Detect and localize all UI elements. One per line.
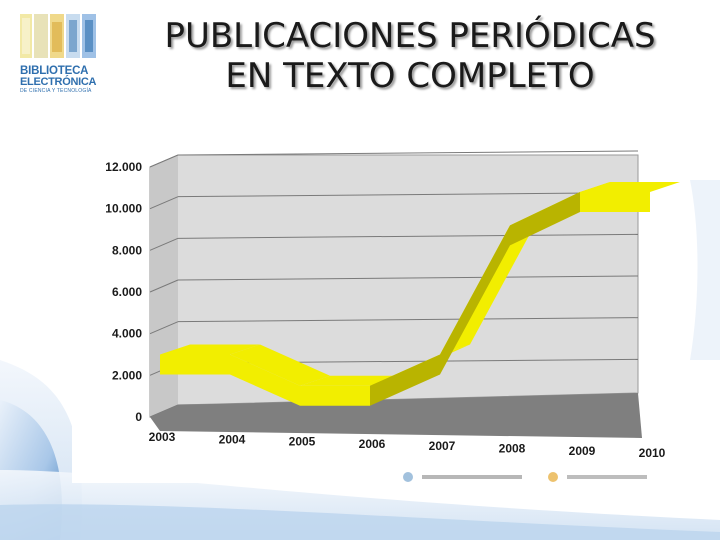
x-tick-label: 2008: [499, 442, 526, 456]
gridline: [177, 150, 639, 156]
y-tick-label: 4.000: [112, 327, 142, 341]
logo-line-2: ELECTRÓNICA: [20, 76, 97, 88]
gridline: [177, 192, 639, 198]
y-tick-label: 0: [135, 410, 142, 424]
gridline: [177, 233, 639, 239]
series-ribbon-front: [440, 225, 510, 375]
gridline: [177, 317, 639, 323]
x-tick-label: 2009: [569, 444, 596, 458]
logo-line-3: DE CIENCIA Y TECNOLOGÍA: [20, 88, 92, 94]
x-tick-label: 2005: [289, 435, 316, 449]
series-ribbon-top: [230, 344, 330, 386]
x-tick-label: 2010: [639, 446, 666, 460]
gridline-side: [149, 154, 179, 168]
gridline-side: [149, 237, 179, 251]
page-title: PUBLICACIONES PERIÓDICAS EN TEXTO COMPLE…: [100, 16, 720, 96]
chart-panel: 0 2.000 4.000 6.000 8.000 10.000 12.000 2003 200…: [72, 145, 680, 483]
series-ribbon-front: [370, 354, 440, 406]
chart-floor: [150, 393, 642, 438]
series-ribbon-top: [160, 344, 260, 355]
library-logo-icon: [20, 14, 96, 58]
gridline-side: [149, 321, 179, 335]
y-tick-label: 8.000: [112, 243, 142, 257]
y-tick-label: 12.000: [105, 160, 142, 174]
page-title-line-2: EN TEXTO COMPLETO: [225, 56, 595, 96]
series-ribbon-front: [160, 354, 230, 375]
logo-line-1: BIBLIOTECA: [20, 65, 89, 77]
x-tick-label: 2003: [149, 430, 176, 444]
footer-institution-mark-right: [548, 472, 647, 482]
x-tick-label: 2007: [429, 439, 456, 453]
y-tick-label: 6.000: [112, 285, 142, 299]
series-ribbon-top: [300, 375, 400, 386]
line-chart: 0 2.000 4.000 6.000 8.000 10.000 12.000 2003 200…: [105, 150, 680, 460]
footer-institution-mark-left: [403, 472, 522, 482]
series-ribbon-top: [580, 182, 680, 192]
logo-wordmark: BIBLIOTECA ELECTRÓNICA DE CIENCIA Y TECN…: [20, 65, 106, 95]
gridline-side: [149, 196, 179, 210]
y-tick-label: 2.000: [112, 368, 142, 382]
series-ribbon-front: [300, 385, 370, 406]
x-tick-label: 2004: [219, 432, 246, 446]
series-ribbon-front: [230, 354, 300, 406]
series-ribbon-front: [510, 192, 580, 246]
gridline: [177, 275, 639, 281]
y-tick-label: 10.000: [105, 202, 142, 216]
page-title-line-1: PUBLICACIONES PERIÓDICAS: [164, 16, 656, 56]
series-ribbon-front: [580, 192, 650, 212]
x-tick-label: 2006: [359, 437, 386, 451]
gridline-side: [149, 279, 179, 293]
